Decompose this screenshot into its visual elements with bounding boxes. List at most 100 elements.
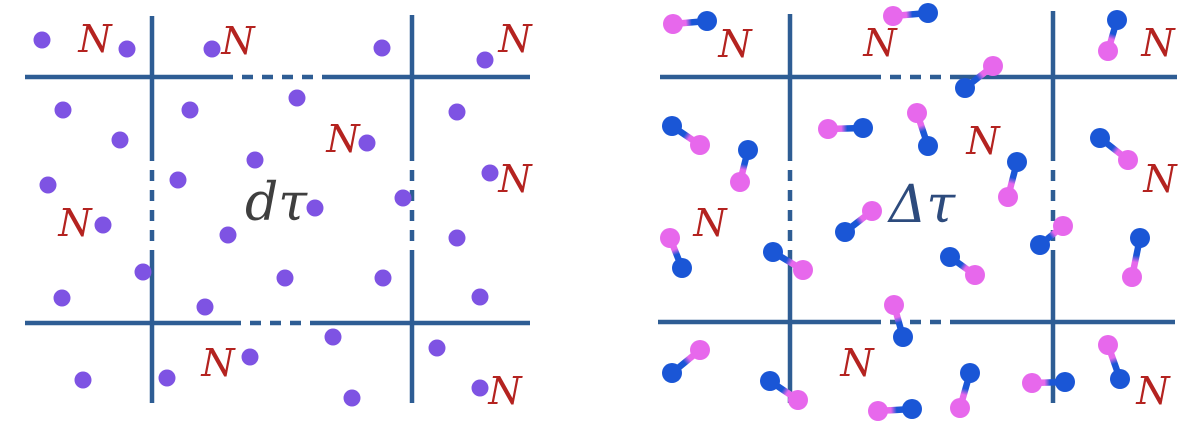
dimer-molecule bbox=[940, 247, 985, 285]
gas-molecule-dot bbox=[54, 101, 72, 119]
molecule-count-label: N bbox=[497, 157, 533, 201]
dimer-blue-atom bbox=[763, 242, 783, 262]
dimer-pink-atom bbox=[950, 398, 970, 418]
gas-molecule-dot bbox=[134, 263, 152, 281]
dimer-molecule bbox=[998, 152, 1027, 207]
gas-molecule-dot bbox=[74, 371, 92, 389]
dimer-molecule bbox=[907, 103, 938, 156]
gas-molecule-dot bbox=[196, 298, 214, 316]
dimer-pink-atom bbox=[1118, 150, 1138, 170]
dimer-molecule bbox=[663, 11, 717, 34]
molecule-count-label: N bbox=[717, 22, 753, 66]
dimer-molecule bbox=[1122, 228, 1150, 287]
dimer-molecule bbox=[835, 201, 882, 242]
dimer-blue-atom bbox=[918, 3, 938, 23]
molecule-count-label: N bbox=[487, 369, 523, 413]
molecule-count-label: N bbox=[839, 341, 875, 385]
molecule-count-label: N bbox=[965, 119, 1001, 163]
gas-molecule-dot bbox=[276, 269, 294, 287]
gas-molecule-dot bbox=[448, 229, 466, 247]
dimer-pink-atom bbox=[818, 119, 838, 139]
molecule-count-label: N bbox=[1142, 157, 1178, 201]
gas-molecule-dot bbox=[324, 328, 342, 346]
gas-molecule-dot bbox=[481, 164, 499, 182]
dimer-pink-atom bbox=[663, 14, 683, 34]
dimer-pink-atom bbox=[1098, 41, 1118, 61]
dimer-pink-atom bbox=[868, 401, 888, 421]
dimer-pink-atom bbox=[788, 390, 808, 410]
dimer-blue-atom bbox=[955, 78, 975, 98]
molecule-count-label: N bbox=[862, 21, 898, 65]
gas-molecule-dot bbox=[203, 40, 221, 58]
dimer-blue-atom bbox=[672, 258, 692, 278]
dimer-blue-atom bbox=[1107, 10, 1127, 30]
dimer-blue-atom bbox=[893, 327, 913, 347]
dimer-molecule bbox=[868, 399, 922, 421]
gas-molecule-dot bbox=[428, 339, 446, 357]
dimer-molecule bbox=[1090, 128, 1138, 170]
gas-molecule-dot bbox=[246, 151, 264, 169]
dimer-blue-atom bbox=[662, 116, 682, 136]
dimer-molecule bbox=[1098, 10, 1127, 61]
gas-molecule-dot bbox=[374, 269, 392, 287]
gas-molecule-dot bbox=[94, 216, 112, 234]
dimer-molecule bbox=[1022, 372, 1075, 393]
gas-molecule-dot bbox=[219, 226, 237, 244]
dimer-pink-atom bbox=[793, 260, 813, 280]
dimer-blue-atom bbox=[1110, 369, 1130, 389]
gas-molecule-dot bbox=[33, 31, 51, 49]
dimer-molecule bbox=[660, 228, 692, 278]
dimer-blue-atom bbox=[960, 363, 980, 383]
gas-molecule-dot bbox=[169, 171, 187, 189]
gas-molecule-dot bbox=[39, 176, 57, 194]
dimer-pink-atom bbox=[965, 265, 985, 285]
molecule-count-label: N bbox=[77, 17, 113, 61]
gas-molecule-dot bbox=[373, 39, 391, 57]
dimer-pink-atom bbox=[690, 340, 710, 360]
gas-molecule-dot bbox=[241, 348, 259, 366]
dimer-blue-atom bbox=[1007, 152, 1027, 172]
dimer-blue-atom bbox=[1030, 235, 1050, 255]
dimer-blue-atom bbox=[940, 247, 960, 267]
dimer-pink-atom bbox=[1122, 267, 1142, 287]
dimer-pink-atom bbox=[690, 135, 710, 155]
dimer-pink-atom bbox=[998, 187, 1018, 207]
molecule-count-label: N bbox=[692, 201, 728, 245]
gas-molecule-dot bbox=[118, 40, 136, 58]
dimer-molecule bbox=[662, 116, 710, 155]
dimer-blue-atom bbox=[738, 140, 758, 160]
molecule-count-label: N bbox=[200, 341, 236, 385]
volume-element-label: dτ bbox=[245, 173, 308, 233]
gas-molecule-dot bbox=[358, 134, 376, 152]
gas-molecule-dot bbox=[448, 103, 466, 121]
dimer-molecule bbox=[763, 242, 813, 280]
gas-molecule-dot bbox=[181, 101, 199, 119]
dimer-pink-atom bbox=[884, 295, 904, 315]
molecule-count-label: N bbox=[497, 17, 533, 61]
dimer-molecule bbox=[955, 56, 1003, 98]
dimer-blue-atom bbox=[760, 371, 780, 391]
dimer-pink-atom bbox=[862, 201, 882, 221]
dimer-blue-atom bbox=[918, 136, 938, 156]
monomer-panel: N N N N N N N Ndτ bbox=[25, 15, 533, 413]
dimer-molecule bbox=[884, 295, 913, 347]
dimer-pink-atom bbox=[730, 172, 750, 192]
dimer-molecule bbox=[1098, 335, 1130, 389]
molecule-count-label: N bbox=[1140, 21, 1176, 65]
dimer-pink-atom bbox=[1053, 216, 1073, 236]
dimer-blue-atom bbox=[902, 399, 922, 419]
dimer-pink-atom bbox=[983, 56, 1003, 76]
dimer-molecule bbox=[662, 340, 710, 383]
dimer-blue-atom bbox=[1090, 128, 1110, 148]
gas-molecule-dot bbox=[158, 369, 176, 387]
dimer-molecule bbox=[760, 371, 808, 410]
molecule-count-label: N bbox=[57, 201, 93, 245]
gas-molecule-dot bbox=[306, 199, 324, 217]
dimer-pink-atom bbox=[907, 103, 927, 123]
volume-element-label: Δτ bbox=[887, 175, 957, 235]
dimer-blue-atom bbox=[1055, 372, 1075, 392]
dimer-blue-atom bbox=[835, 222, 855, 242]
gas-molecule-dot bbox=[394, 189, 412, 207]
